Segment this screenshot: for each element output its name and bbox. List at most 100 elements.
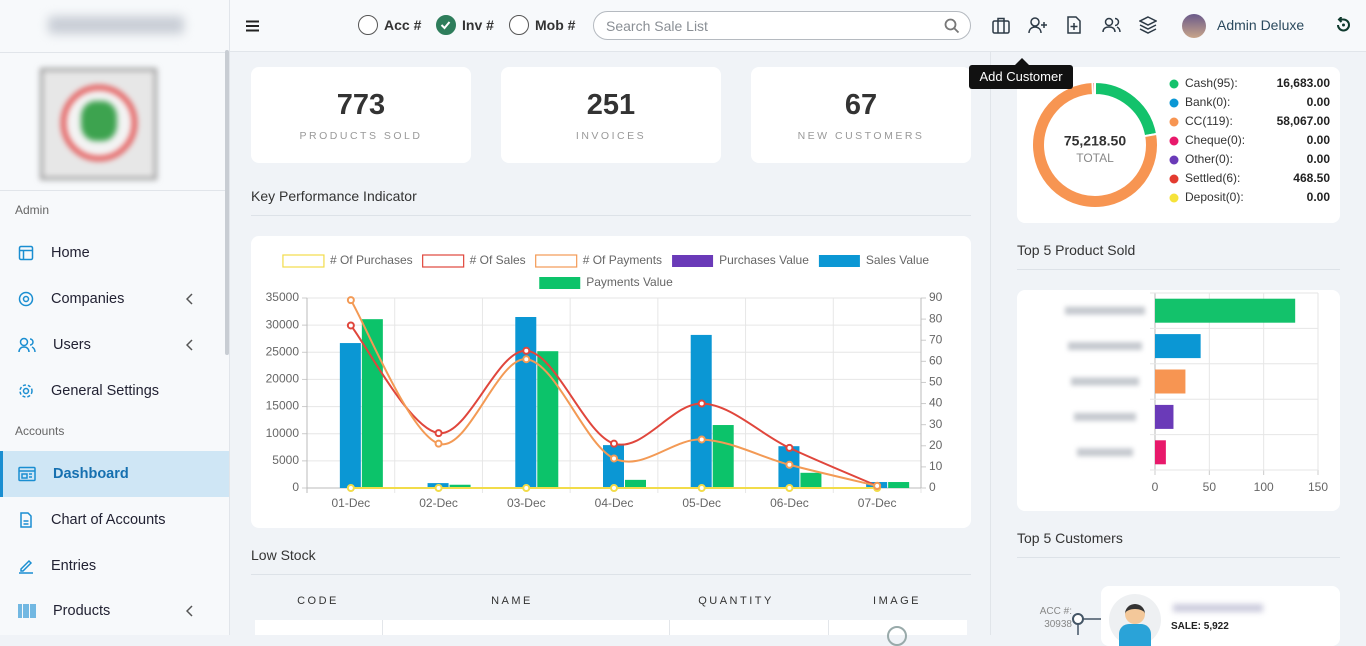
stat-label: NEW CUSTOMERS bbox=[797, 130, 925, 142]
section-title: Accounts bbox=[15, 424, 65, 438]
x-tick-label: 02-Dec bbox=[419, 496, 458, 510]
legend-label: Cash(95): bbox=[1185, 76, 1238, 90]
legend-value: 0.00 bbox=[1307, 190, 1331, 204]
divider bbox=[1017, 557, 1340, 558]
y-tick-label: 10000 bbox=[266, 426, 300, 440]
x-tick-label: 100 bbox=[1254, 480, 1274, 494]
radio[interactable] bbox=[358, 15, 378, 35]
legend-label: CC(119): bbox=[1185, 114, 1233, 128]
customer-acc: ACC #: 30938 bbox=[1020, 605, 1072, 631]
legend-label: Sales Value bbox=[866, 253, 929, 267]
kpi-chart: 0 5000 10000 15000 20000 25000 30000 35000 0 10 20… bbox=[266, 253, 943, 510]
x-tick-label: 05-Dec bbox=[682, 496, 721, 510]
legend-value: 0.00 bbox=[1307, 152, 1331, 166]
divider bbox=[251, 574, 971, 575]
legend-label: # Of Sales bbox=[470, 253, 526, 267]
y2-tick-label: 20 bbox=[929, 438, 943, 452]
nav-item[interactable]: Products bbox=[0, 588, 229, 634]
stat-label: INVOICES bbox=[575, 130, 647, 142]
search-icon[interactable] bbox=[944, 18, 960, 34]
user-name[interactable]: Admin Deluxe bbox=[1217, 17, 1305, 33]
y2-tick-label: 70 bbox=[929, 332, 943, 346]
legend-dot bbox=[1169, 79, 1179, 89]
customer-avatar bbox=[1109, 594, 1161, 646]
point bbox=[346, 321, 355, 330]
point bbox=[610, 454, 618, 463]
legend-label: Settled(6): bbox=[1185, 171, 1240, 185]
legend-item: Purchases Value bbox=[672, 253, 809, 267]
refresh-icon[interactable] bbox=[1335, 17, 1351, 34]
column-divider bbox=[990, 52, 991, 635]
bar bbox=[361, 319, 383, 488]
line bbox=[350, 299, 878, 487]
legend-item: # Of Payments bbox=[535, 253, 662, 268]
point bbox=[522, 484, 531, 492]
point bbox=[697, 399, 706, 408]
stat-card: 67 NEW CUSTOMERS bbox=[751, 67, 971, 163]
search-box[interactable]: Search Sale List bbox=[593, 11, 971, 40]
icon-button[interactable] bbox=[1102, 17, 1121, 33]
legend-swatch bbox=[422, 254, 465, 268]
nav-item[interactable]: Entries bbox=[0, 543, 229, 589]
bar bbox=[515, 317, 537, 488]
customer-card: SALE: 5,922 bbox=[1101, 586, 1340, 646]
nav-label: Dashboard bbox=[53, 466, 129, 482]
nav-item[interactable]: Home bbox=[0, 230, 229, 276]
menu-icon[interactable] bbox=[246, 20, 259, 32]
icon-button[interactable] bbox=[1066, 16, 1082, 34]
point bbox=[610, 439, 618, 448]
y2-tick-label: 80 bbox=[929, 311, 943, 325]
scrollbar bbox=[225, 50, 229, 355]
section-title: Key Performance Indicator bbox=[251, 188, 417, 204]
radio-label: Mob # bbox=[535, 17, 576, 33]
bar bbox=[1155, 369, 1186, 394]
x-tick-label: 01-Dec bbox=[332, 496, 371, 510]
nav-item[interactable]: Companies bbox=[0, 276, 229, 322]
add-customer-button[interactable] bbox=[1028, 17, 1048, 34]
legend-swatch bbox=[535, 254, 578, 268]
bar bbox=[537, 351, 559, 488]
nav-item[interactable]: General Settings bbox=[0, 368, 229, 414]
tooltip-arrow bbox=[1014, 58, 1030, 66]
point bbox=[434, 484, 443, 492]
y2-tick-label: 10 bbox=[929, 459, 943, 473]
icon-button[interactable] bbox=[992, 17, 1010, 34]
table-header: CODE bbox=[297, 595, 339, 607]
divider bbox=[1017, 269, 1340, 270]
section-title: Top 5 Customers bbox=[1017, 530, 1123, 546]
donut-chart: 75,218.50 TOTAL Cash(95): 16,683.00 Bank(0):… bbox=[1031, 76, 1331, 209]
radio[interactable] bbox=[509, 15, 529, 35]
y-tick-label: 30000 bbox=[266, 317, 300, 331]
stat-value: 251 bbox=[586, 89, 636, 121]
section-title: Low Stock bbox=[251, 547, 316, 563]
icon-button[interactable] bbox=[1139, 16, 1157, 34]
x-tick-label: 150 bbox=[1308, 480, 1328, 494]
category-label-blurred bbox=[1071, 377, 1139, 386]
point bbox=[346, 296, 355, 305]
logo bbox=[40, 68, 157, 180]
point bbox=[346, 484, 355, 492]
x-tick-label: 06-Dec bbox=[770, 496, 809, 510]
y2-tick-label: 90 bbox=[929, 290, 943, 304]
legend-value: 58,067.00 bbox=[1277, 114, 1331, 128]
radio[interactable] bbox=[436, 15, 456, 35]
point bbox=[697, 435, 706, 444]
section-title: Admin bbox=[15, 203, 50, 217]
x-tick-label: 50 bbox=[1203, 480, 1217, 494]
brand-blurred bbox=[48, 16, 184, 34]
donut-segment bbox=[1091, 80, 1096, 97]
nav-item[interactable]: Chart of Accounts bbox=[0, 497, 229, 543]
legend-swatch bbox=[818, 255, 860, 267]
nav-item[interactable]: Dashboard bbox=[0, 451, 229, 497]
nav-label: Users bbox=[53, 337, 91, 353]
bar bbox=[449, 484, 471, 488]
nav-item[interactable]: Users bbox=[0, 322, 229, 368]
nav-label: Chart of Accounts bbox=[51, 512, 166, 528]
nav-label: General Settings bbox=[51, 383, 160, 399]
point bbox=[434, 429, 443, 438]
avatar[interactable] bbox=[1182, 14, 1206, 38]
donut-segment bbox=[1031, 81, 1159, 209]
y-tick-label: 15000 bbox=[266, 399, 300, 413]
divider bbox=[0, 52, 229, 53]
payments-card: 75,218.50 TOTAL Cash(95): 16,683.00 Bank(0):… bbox=[1017, 67, 1340, 223]
